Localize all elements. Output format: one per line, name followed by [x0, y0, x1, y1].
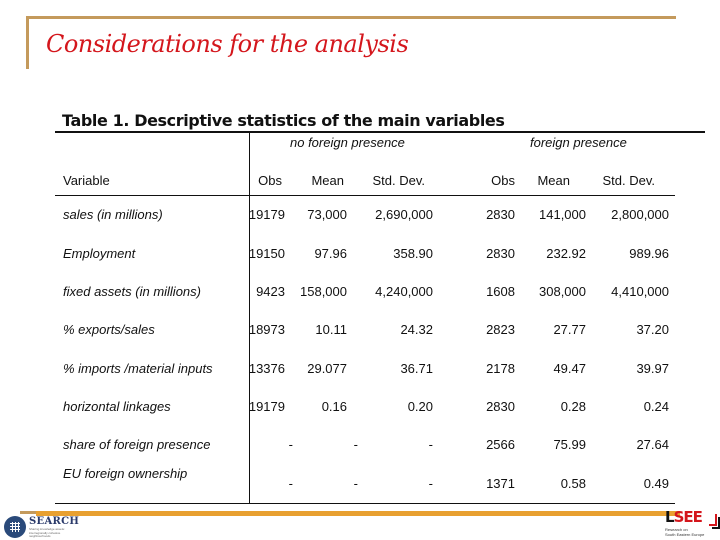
- col-header-f-mean: Mean: [537, 173, 570, 188]
- row-f-obs: 2830: [486, 399, 515, 414]
- row-variable: sales (in millions): [63, 207, 163, 222]
- row-f-mean: 0.28: [560, 399, 586, 414]
- row-f-sd: 39.97: [636, 361, 669, 376]
- row-f-obs: 2830: [486, 207, 515, 222]
- row-nf-mean: 73,000: [307, 207, 347, 222]
- row-nf-sd: 2,690,000: [375, 207, 433, 222]
- row-f-mean: 232.92: [546, 246, 586, 261]
- table-caption: Table 1. Descriptive statistics of the m…: [62, 111, 505, 130]
- row-variable: fixed assets (in millions): [63, 284, 201, 299]
- row-nf-sd: 36.71: [400, 361, 433, 376]
- row-nf-sd: 358.90: [393, 246, 433, 261]
- lsee-subtitle-line2: South Eastern Europe: [665, 532, 705, 537]
- table-header-rule: [55, 195, 675, 196]
- lsee-l: L: [665, 508, 675, 526]
- slide-title: Considerations for the analysis: [46, 30, 409, 58]
- row-nf-sd: 24.32: [400, 322, 433, 337]
- row-f-sd: 37.20: [636, 322, 669, 337]
- row-nf-obs: 9423: [256, 284, 285, 299]
- row-nf-obs: 19179: [248, 207, 285, 222]
- row-f-mean: 141,000: [539, 207, 586, 222]
- row-nf-obs: 13376: [248, 361, 285, 376]
- lsee-corner-black-icon: [712, 517, 720, 529]
- row-nf-obs: 19150: [248, 246, 285, 261]
- row-variable: % imports /material inputs: [63, 361, 213, 376]
- lsee-subtitle-line1: Research on: [665, 527, 688, 532]
- footer-bar-accent: [20, 511, 36, 514]
- row-variable: Employment: [63, 246, 136, 261]
- row-nf-mean: 97.96: [314, 246, 347, 261]
- row-f-obs: 2178: [486, 361, 515, 376]
- col-header-nf-obs: Obs: [258, 173, 282, 188]
- group-header-foreign: foreign presence: [530, 135, 627, 150]
- row-f-obs: 1608: [486, 284, 515, 299]
- row-nf-mean: 10.11: [315, 322, 347, 337]
- group-header-no-foreign: no foreign presence: [290, 135, 405, 150]
- lsee-corner-red-icon: [709, 514, 717, 526]
- row-f-sd: 4,410,000: [611, 284, 669, 299]
- col-header-f-obs: Obs: [491, 173, 515, 188]
- col-header-nf-mean: Mean: [311, 173, 344, 188]
- title-bracket-top-line: [26, 16, 676, 19]
- grid-icon: [10, 522, 20, 532]
- row-f-obs: 2823: [486, 322, 515, 337]
- row-variable: EU foreign ownership: [63, 466, 188, 481]
- lsee-logo-subtitle: Research on South Eastern Europe: [665, 527, 704, 537]
- row-nf-mean: 0.16: [321, 399, 347, 414]
- row-f-mean: 49.47: [553, 361, 586, 376]
- search-logo-subtitle: Sharing knowledge assets: interregionall…: [29, 527, 65, 538]
- row-variable: horizontal linkages: [63, 399, 171, 414]
- row-f-sd: 0.49: [643, 476, 669, 491]
- lsee-logo: LSEE Research on South Eastern Europe: [664, 508, 720, 540]
- table-bottom-rule: [55, 503, 675, 504]
- row-f-mean: 75.99: [553, 437, 586, 452]
- row-variable: share of foreign presence: [63, 437, 211, 452]
- search-logo-text: SEARCH: [29, 516, 80, 527]
- footer-bar: [36, 511, 680, 516]
- row-f-sd: 27.64: [636, 437, 669, 452]
- lsee-see: SEE: [673, 508, 703, 526]
- row-nf-mean: 158,000: [300, 284, 347, 299]
- row-nf-mean: -: [353, 437, 358, 452]
- row-nf-mean: -: [353, 476, 358, 491]
- row-nf-sd: 4,240,000: [375, 284, 433, 299]
- row-nf-obs: -: [288, 437, 293, 452]
- col-header-nf-sd: Std. Dev.: [372, 173, 425, 188]
- table-column-divider: [249, 132, 250, 504]
- row-nf-sd: -: [428, 476, 433, 491]
- table-top-rule: [55, 131, 705, 133]
- row-nf-obs: 19179: [248, 399, 285, 414]
- col-header-variable: Variable: [63, 173, 110, 188]
- row-f-mean: 308,000: [539, 284, 586, 299]
- row-f-sd: 989.96: [629, 246, 669, 261]
- row-nf-obs: -: [288, 476, 293, 491]
- row-f-obs: 1371: [486, 476, 515, 491]
- lsee-logo-text: LSEE: [665, 508, 703, 526]
- search-globe-icon: [4, 516, 26, 538]
- row-nf-obs: 18973: [248, 322, 285, 337]
- row-f-obs: 2830: [486, 246, 515, 261]
- row-nf-sd: -: [428, 437, 433, 452]
- row-nf-mean: 29.077: [307, 361, 347, 376]
- col-header-f-sd: Std. Dev.: [602, 173, 655, 188]
- search-logo: SEARCH Sharing knowledge assets: interre…: [2, 514, 92, 540]
- row-f-mean: 27.77: [553, 322, 586, 337]
- row-nf-sd: 0.20: [407, 399, 433, 414]
- row-f-sd: 0.24: [643, 399, 669, 414]
- row-f-obs: 2566: [486, 437, 515, 452]
- row-f-sd: 2,800,000: [611, 207, 669, 222]
- row-f-mean: 0.58: [560, 476, 586, 491]
- title-bracket-left-line: [26, 16, 29, 69]
- row-variable: % exports/sales: [63, 322, 155, 337]
